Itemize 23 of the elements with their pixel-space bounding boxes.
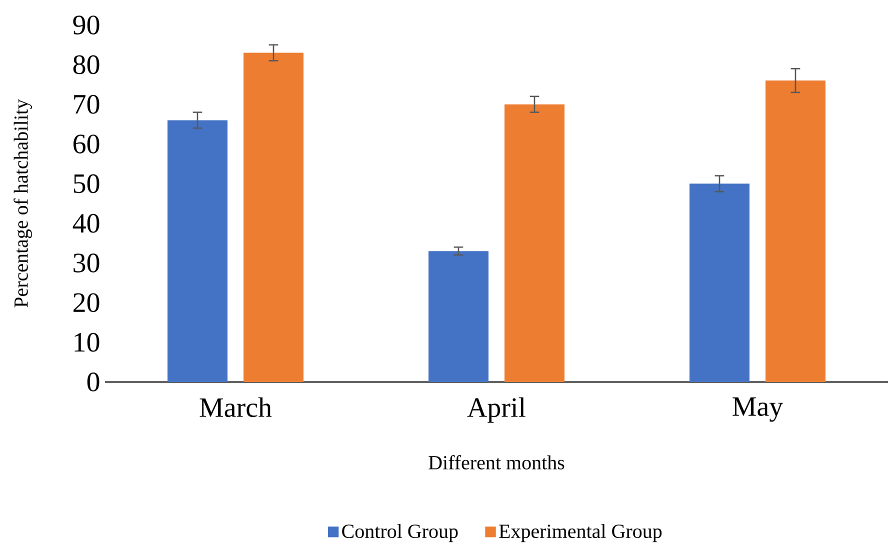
y-tick-label: 70 bbox=[74, 94, 100, 114]
y-tick-label: 60 bbox=[74, 134, 100, 154]
y-tick-label: 50 bbox=[74, 174, 100, 194]
y-tick-label: 30 bbox=[74, 254, 100, 272]
y-tick-label: 90 bbox=[73, 16, 100, 34]
legend-label: Control Group bbox=[342, 524, 458, 542]
y-tick-label: 10 bbox=[74, 332, 100, 352]
bar bbox=[504, 104, 564, 382]
y-tick-label: 80 bbox=[73, 55, 100, 74]
y-axis-title: Percentage of hatchability bbox=[14, 99, 32, 308]
y-tick-label: 0 bbox=[87, 372, 100, 392]
bar bbox=[428, 251, 488, 382]
legend-label: Experimental Group bbox=[499, 524, 662, 542]
x-axis-title: Different months bbox=[428, 455, 564, 470]
bar bbox=[168, 120, 228, 382]
y-tick-label: 20 bbox=[74, 293, 100, 312]
x-tick-label: May bbox=[732, 397, 784, 422]
x-tick-label: April bbox=[467, 397, 526, 423]
y-tick-label: 40 bbox=[72, 214, 100, 233]
x-tick-label: March bbox=[200, 397, 272, 418]
bar bbox=[689, 184, 750, 382]
bar bbox=[244, 52, 304, 382]
bar bbox=[765, 80, 826, 382]
